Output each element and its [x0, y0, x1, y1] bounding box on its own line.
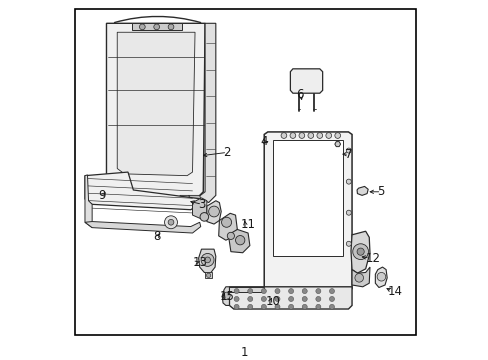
Text: 6: 6: [296, 89, 304, 102]
Circle shape: [376, 273, 385, 281]
Polygon shape: [106, 23, 204, 201]
Circle shape: [315, 297, 320, 301]
Polygon shape: [350, 231, 369, 273]
Circle shape: [234, 297, 239, 301]
Circle shape: [346, 148, 350, 153]
Circle shape: [221, 217, 231, 227]
Circle shape: [204, 257, 210, 263]
Circle shape: [288, 304, 293, 309]
Circle shape: [274, 304, 280, 309]
Text: 7: 7: [344, 148, 352, 161]
Text: 4: 4: [260, 135, 267, 148]
Circle shape: [329, 289, 334, 294]
Circle shape: [352, 244, 368, 260]
Circle shape: [201, 253, 214, 266]
Polygon shape: [117, 32, 195, 176]
Circle shape: [261, 297, 266, 301]
Circle shape: [298, 132, 304, 138]
Text: 8: 8: [153, 230, 160, 243]
Polygon shape: [131, 23, 182, 31]
Text: 14: 14: [387, 285, 402, 298]
Polygon shape: [264, 132, 351, 292]
Circle shape: [315, 289, 320, 294]
Circle shape: [208, 206, 219, 217]
Circle shape: [315, 304, 320, 309]
Circle shape: [307, 132, 313, 138]
Polygon shape: [229, 287, 351, 309]
Polygon shape: [206, 201, 221, 224]
Polygon shape: [192, 198, 206, 219]
Polygon shape: [222, 287, 229, 305]
Polygon shape: [294, 73, 318, 87]
Circle shape: [261, 289, 266, 294]
Circle shape: [139, 24, 145, 30]
Circle shape: [154, 24, 159, 30]
Polygon shape: [334, 141, 340, 147]
Circle shape: [354, 274, 363, 282]
Polygon shape: [85, 172, 201, 210]
Circle shape: [346, 210, 350, 215]
Polygon shape: [85, 175, 92, 228]
Text: 2: 2: [223, 146, 230, 159]
Circle shape: [329, 297, 334, 301]
Polygon shape: [290, 69, 322, 93]
Circle shape: [302, 289, 306, 294]
Circle shape: [316, 132, 322, 138]
Polygon shape: [204, 273, 212, 278]
Circle shape: [168, 219, 174, 225]
Polygon shape: [188, 195, 201, 200]
Circle shape: [274, 297, 280, 301]
Circle shape: [247, 289, 252, 294]
Circle shape: [356, 248, 364, 255]
Polygon shape: [228, 229, 249, 253]
Circle shape: [274, 289, 280, 294]
Circle shape: [227, 232, 234, 239]
Text: 11: 11: [241, 217, 255, 230]
Text: 9: 9: [98, 189, 105, 202]
Text: 15: 15: [219, 290, 234, 303]
Circle shape: [223, 292, 230, 299]
FancyArrowPatch shape: [114, 17, 200, 23]
Circle shape: [289, 132, 295, 138]
Polygon shape: [356, 186, 367, 195]
Circle shape: [346, 241, 350, 246]
Circle shape: [346, 179, 350, 184]
Circle shape: [235, 235, 244, 245]
Circle shape: [206, 273, 210, 278]
Text: 5: 5: [376, 185, 384, 198]
Polygon shape: [180, 195, 190, 202]
Circle shape: [281, 132, 286, 138]
Polygon shape: [218, 213, 237, 240]
Circle shape: [329, 304, 334, 309]
Circle shape: [325, 132, 331, 138]
Circle shape: [234, 304, 239, 309]
Polygon shape: [229, 287, 264, 292]
Circle shape: [261, 304, 266, 309]
Text: 12: 12: [365, 252, 380, 265]
Circle shape: [288, 289, 293, 294]
Polygon shape: [198, 23, 215, 203]
Circle shape: [234, 289, 239, 294]
Text: 13: 13: [192, 256, 207, 269]
Circle shape: [200, 213, 208, 221]
Text: 1: 1: [240, 346, 248, 359]
Circle shape: [247, 297, 252, 301]
Text: 10: 10: [265, 294, 280, 308]
Circle shape: [302, 297, 306, 301]
Circle shape: [168, 24, 174, 30]
Circle shape: [164, 216, 177, 229]
Polygon shape: [198, 249, 215, 273]
Polygon shape: [273, 140, 343, 256]
Circle shape: [334, 132, 340, 138]
Text: 3: 3: [198, 198, 205, 211]
Circle shape: [247, 304, 252, 309]
Polygon shape: [375, 267, 386, 288]
Polygon shape: [351, 267, 369, 287]
Polygon shape: [85, 221, 201, 233]
Circle shape: [288, 297, 293, 301]
Circle shape: [302, 304, 306, 309]
